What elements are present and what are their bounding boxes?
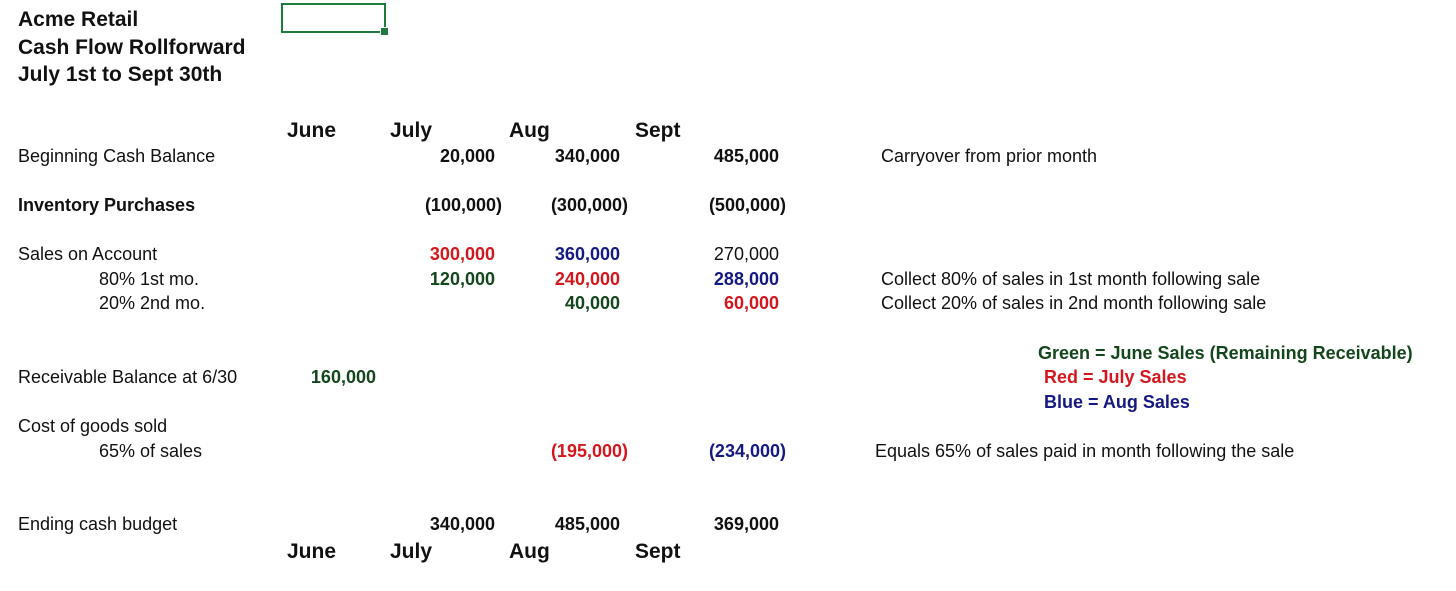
header-july: July bbox=[390, 119, 433, 142]
sales-sept: 270,000 bbox=[713, 244, 779, 264]
second-month-label: 20% 2nd mo. bbox=[99, 293, 206, 313]
company-title: Acme Retail bbox=[18, 8, 139, 31]
first-month-label: 80% 1st mo. bbox=[99, 269, 200, 289]
report-period: July 1st to Sept 30th bbox=[18, 63, 223, 86]
inventory-aug: (300,000) bbox=[550, 195, 628, 215]
selected-cell[interactable] bbox=[281, 3, 389, 36]
receivable-label: Receivable Balance at 6/30 bbox=[18, 367, 238, 387]
legend-blue: Blue = Aug Sales bbox=[1044, 392, 1190, 412]
beginning-cash-aug: 340,000 bbox=[554, 146, 620, 166]
first-month-note: Collect 80% of sales in 1st month follow… bbox=[881, 269, 1261, 289]
inventory-label: Inventory Purchases bbox=[18, 195, 196, 215]
inventory-july: (100,000) bbox=[424, 195, 502, 215]
receivable-june: 160,000 bbox=[310, 367, 376, 387]
cogs-note: Equals 65% of sales paid in month follow… bbox=[875, 441, 1295, 461]
second-month-aug: 40,000 bbox=[564, 293, 620, 313]
ending-cash-label: Ending cash budget bbox=[18, 514, 178, 534]
ending-cash-aug: 485,000 bbox=[554, 514, 620, 534]
legend-red: Red = July Sales bbox=[1044, 367, 1187, 387]
inventory-sept: (500,000) bbox=[708, 195, 786, 215]
report-title: Cash Flow Rollforward bbox=[18, 36, 246, 59]
sales-label: Sales on Account bbox=[18, 244, 158, 264]
first-month-aug: 240,000 bbox=[554, 269, 620, 289]
sales-aug: 360,000 bbox=[554, 244, 620, 264]
cogs-sept: (234,000) bbox=[708, 441, 786, 461]
sales-july: 300,000 bbox=[429, 244, 495, 264]
beginning-cash-note: Carryover from prior month bbox=[881, 146, 1098, 166]
fill-handle[interactable] bbox=[380, 27, 389, 36]
first-month-july: 120,000 bbox=[429, 269, 495, 289]
second-month-note: Collect 20% of sales in 2nd month follow… bbox=[881, 293, 1267, 313]
second-month-sept: 60,000 bbox=[723, 293, 779, 313]
footer-sept: Sept bbox=[635, 540, 681, 563]
legend-green: Green = June Sales (Remaining Receivable… bbox=[1038, 343, 1413, 363]
cogs-label: Cost of goods sold bbox=[18, 416, 168, 436]
footer-july: July bbox=[390, 540, 433, 563]
beginning-cash-sept: 485,000 bbox=[713, 146, 779, 166]
header-aug: Aug bbox=[509, 119, 550, 142]
footer-aug: Aug bbox=[509, 540, 550, 563]
ending-cash-sept: 369,000 bbox=[713, 514, 779, 534]
header-june: June bbox=[287, 119, 337, 142]
first-month-sept: 288,000 bbox=[713, 269, 779, 289]
header-sept: Sept bbox=[635, 119, 681, 142]
footer-june: June bbox=[287, 540, 337, 563]
cogs-pct-label: 65% of sales bbox=[99, 441, 203, 461]
cogs-aug: (195,000) bbox=[550, 441, 628, 461]
beginning-cash-july: 20,000 bbox=[439, 146, 495, 166]
beginning-cash-label: Beginning Cash Balance bbox=[18, 146, 216, 166]
ending-cash-july: 340,000 bbox=[429, 514, 495, 534]
